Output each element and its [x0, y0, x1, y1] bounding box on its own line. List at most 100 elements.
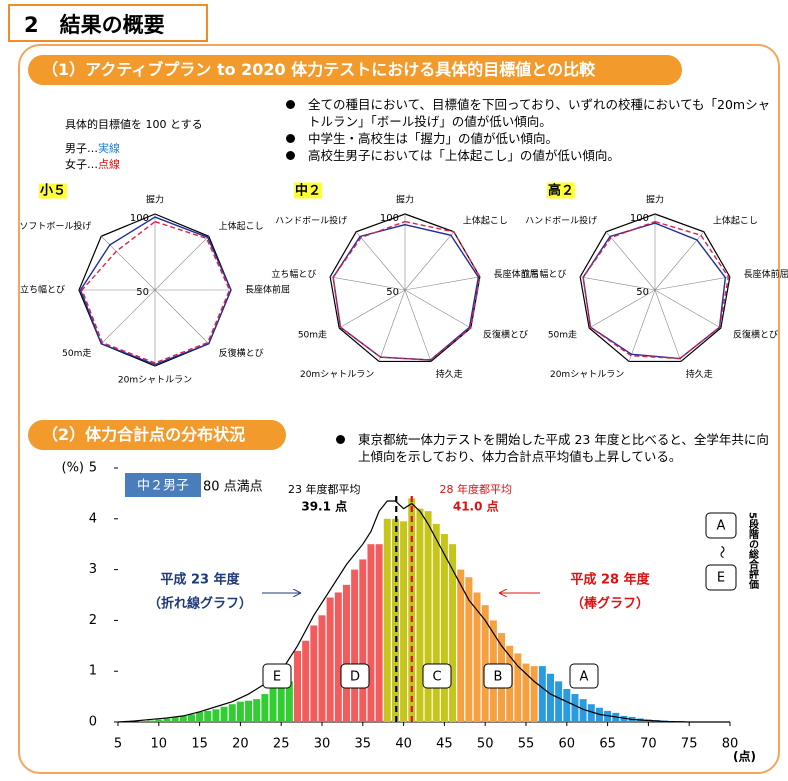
bar	[457, 569, 465, 722]
x-tick-label: 65	[599, 737, 616, 752]
bullet-dot	[286, 134, 295, 143]
bar	[212, 709, 220, 722]
bar	[375, 544, 383, 722]
bullet-list: 東京都統一体力テストを開始した平成 23 年度と比べると、全学年共に向上傾向を示…	[332, 431, 772, 465]
bullet: 全ての種目において、目標値を下回っており、いずれの校種においても「20mシャトル…	[282, 96, 772, 130]
grade-label: E	[273, 670, 281, 685]
bar	[196, 711, 204, 722]
mean-label: 41.0 点	[453, 499, 499, 514]
bar	[579, 699, 587, 722]
title-highlight	[39, 183, 68, 199]
bar	[253, 699, 261, 722]
bar	[359, 559, 367, 722]
bar	[538, 666, 546, 722]
radar-line	[81, 220, 231, 364]
bullet: 東京都統一体力テストを開始した平成 23 年度と比べると、全学年共に向上傾向を示…	[332, 431, 772, 465]
title-highlight	[294, 182, 323, 199]
axis-label: 20mシャトルラン	[550, 369, 624, 380]
legend-girls: 女子…点線	[65, 157, 203, 173]
bar	[163, 718, 171, 722]
r-tick-label: 50	[386, 287, 399, 298]
axis-label: 握力	[146, 194, 164, 206]
bar	[285, 681, 293, 722]
spoke	[654, 231, 705, 291]
grade-top: A	[717, 519, 726, 534]
bar	[171, 716, 179, 722]
bar	[155, 719, 163, 722]
grid-ring	[579, 213, 731, 363]
mean-label: 39.1 点	[301, 499, 347, 514]
axis-label: ソフトボール投げ	[19, 220, 91, 232]
bar	[334, 592, 342, 722]
x-tick-label: 80	[722, 737, 739, 752]
spoke	[101, 236, 156, 291]
bar	[351, 569, 359, 722]
content-frame	[18, 44, 780, 774]
spoke	[580, 276, 656, 291]
spoke	[654, 289, 721, 329]
spoke	[605, 231, 656, 291]
annotation: （棒グラフ）	[571, 596, 649, 612]
note-title: 具体的目標値を 100 とする	[65, 118, 203, 131]
axis-label: 反復横とび	[733, 329, 778, 341]
bar	[245, 700, 253, 722]
bar	[530, 666, 538, 722]
bar	[563, 688, 571, 722]
axis-label: 20mシャトルラン	[300, 369, 374, 380]
bar	[367, 544, 375, 722]
axis-label: 持久走	[436, 368, 463, 380]
annotation: 平成 23 年度	[160, 572, 240, 588]
legend-line: 点線	[98, 158, 120, 171]
legend-note: 具体的目標値を 100 とする 男子…実線 女子…点線	[65, 117, 203, 173]
x-axis-label: (点)	[733, 749, 756, 764]
r-tick-label: 50	[636, 287, 649, 298]
grade-label: B	[494, 670, 503, 685]
x-tick-label: 55	[518, 737, 535, 752]
axis-label: 握力	[646, 194, 664, 206]
x-tick-label: 35	[355, 737, 372, 752]
x-tick-label: 40	[395, 737, 412, 752]
axis-label: 長座体前屈	[744, 268, 788, 280]
bullet-list: 全ての種目において、目標値を下回っており、いずれの校種においても「20mシャトル…	[282, 96, 772, 164]
bullet-dot	[286, 151, 295, 160]
grade-box	[705, 512, 737, 539]
spoke	[154, 289, 209, 344]
spoke	[654, 289, 682, 362]
y-tick-label: 3	[89, 562, 97, 577]
axis-label: 50m走	[548, 330, 577, 341]
legend-text: 女子…	[65, 158, 98, 171]
spoke	[589, 289, 656, 329]
bar	[555, 681, 563, 722]
bar	[587, 704, 595, 722]
chart-title: 高２	[548, 183, 574, 199]
grade-bottom: E	[717, 571, 725, 586]
bar	[179, 715, 187, 722]
grade-box	[340, 663, 370, 689]
mean-title: 28 年度都平均	[440, 482, 513, 496]
bullet-text: 全ての種目において、目標値を下回っており、いずれの校種においても「20mシャトル…	[308, 97, 771, 129]
x-tick-label: 30	[314, 737, 331, 752]
mean-title: 23 年度都平均	[288, 482, 361, 496]
axis-label: ハンドボール投げ	[525, 215, 597, 227]
y-tick-label: 5	[89, 461, 97, 476]
bullet-text: 東京都統一体力テストを開始した平成 23 年度と比べると、全学年共に向上傾向を示…	[358, 432, 769, 464]
axis-label: 持久走	[686, 368, 713, 380]
annotation: （折れ線グラフ）	[148, 596, 252, 612]
line	[117, 500, 730, 723]
legend-text: 男子…	[65, 142, 98, 155]
annotation: 平成 28 年度	[570, 572, 650, 588]
x-tick-label: 75	[681, 737, 698, 752]
bar	[342, 584, 350, 722]
x-tick-label: 20	[232, 737, 249, 752]
bar	[187, 714, 195, 722]
x-tick-label: 60	[559, 737, 576, 752]
y-tick-label: 4	[89, 511, 97, 526]
bullet-dot	[286, 100, 295, 109]
grade-box	[569, 663, 599, 689]
axis-label: 反復横とび	[219, 347, 264, 359]
title-highlight	[547, 182, 576, 199]
spoke	[378, 289, 406, 362]
x-tick-label: 70	[640, 737, 657, 752]
axis-label: 上体起こし	[463, 215, 508, 227]
